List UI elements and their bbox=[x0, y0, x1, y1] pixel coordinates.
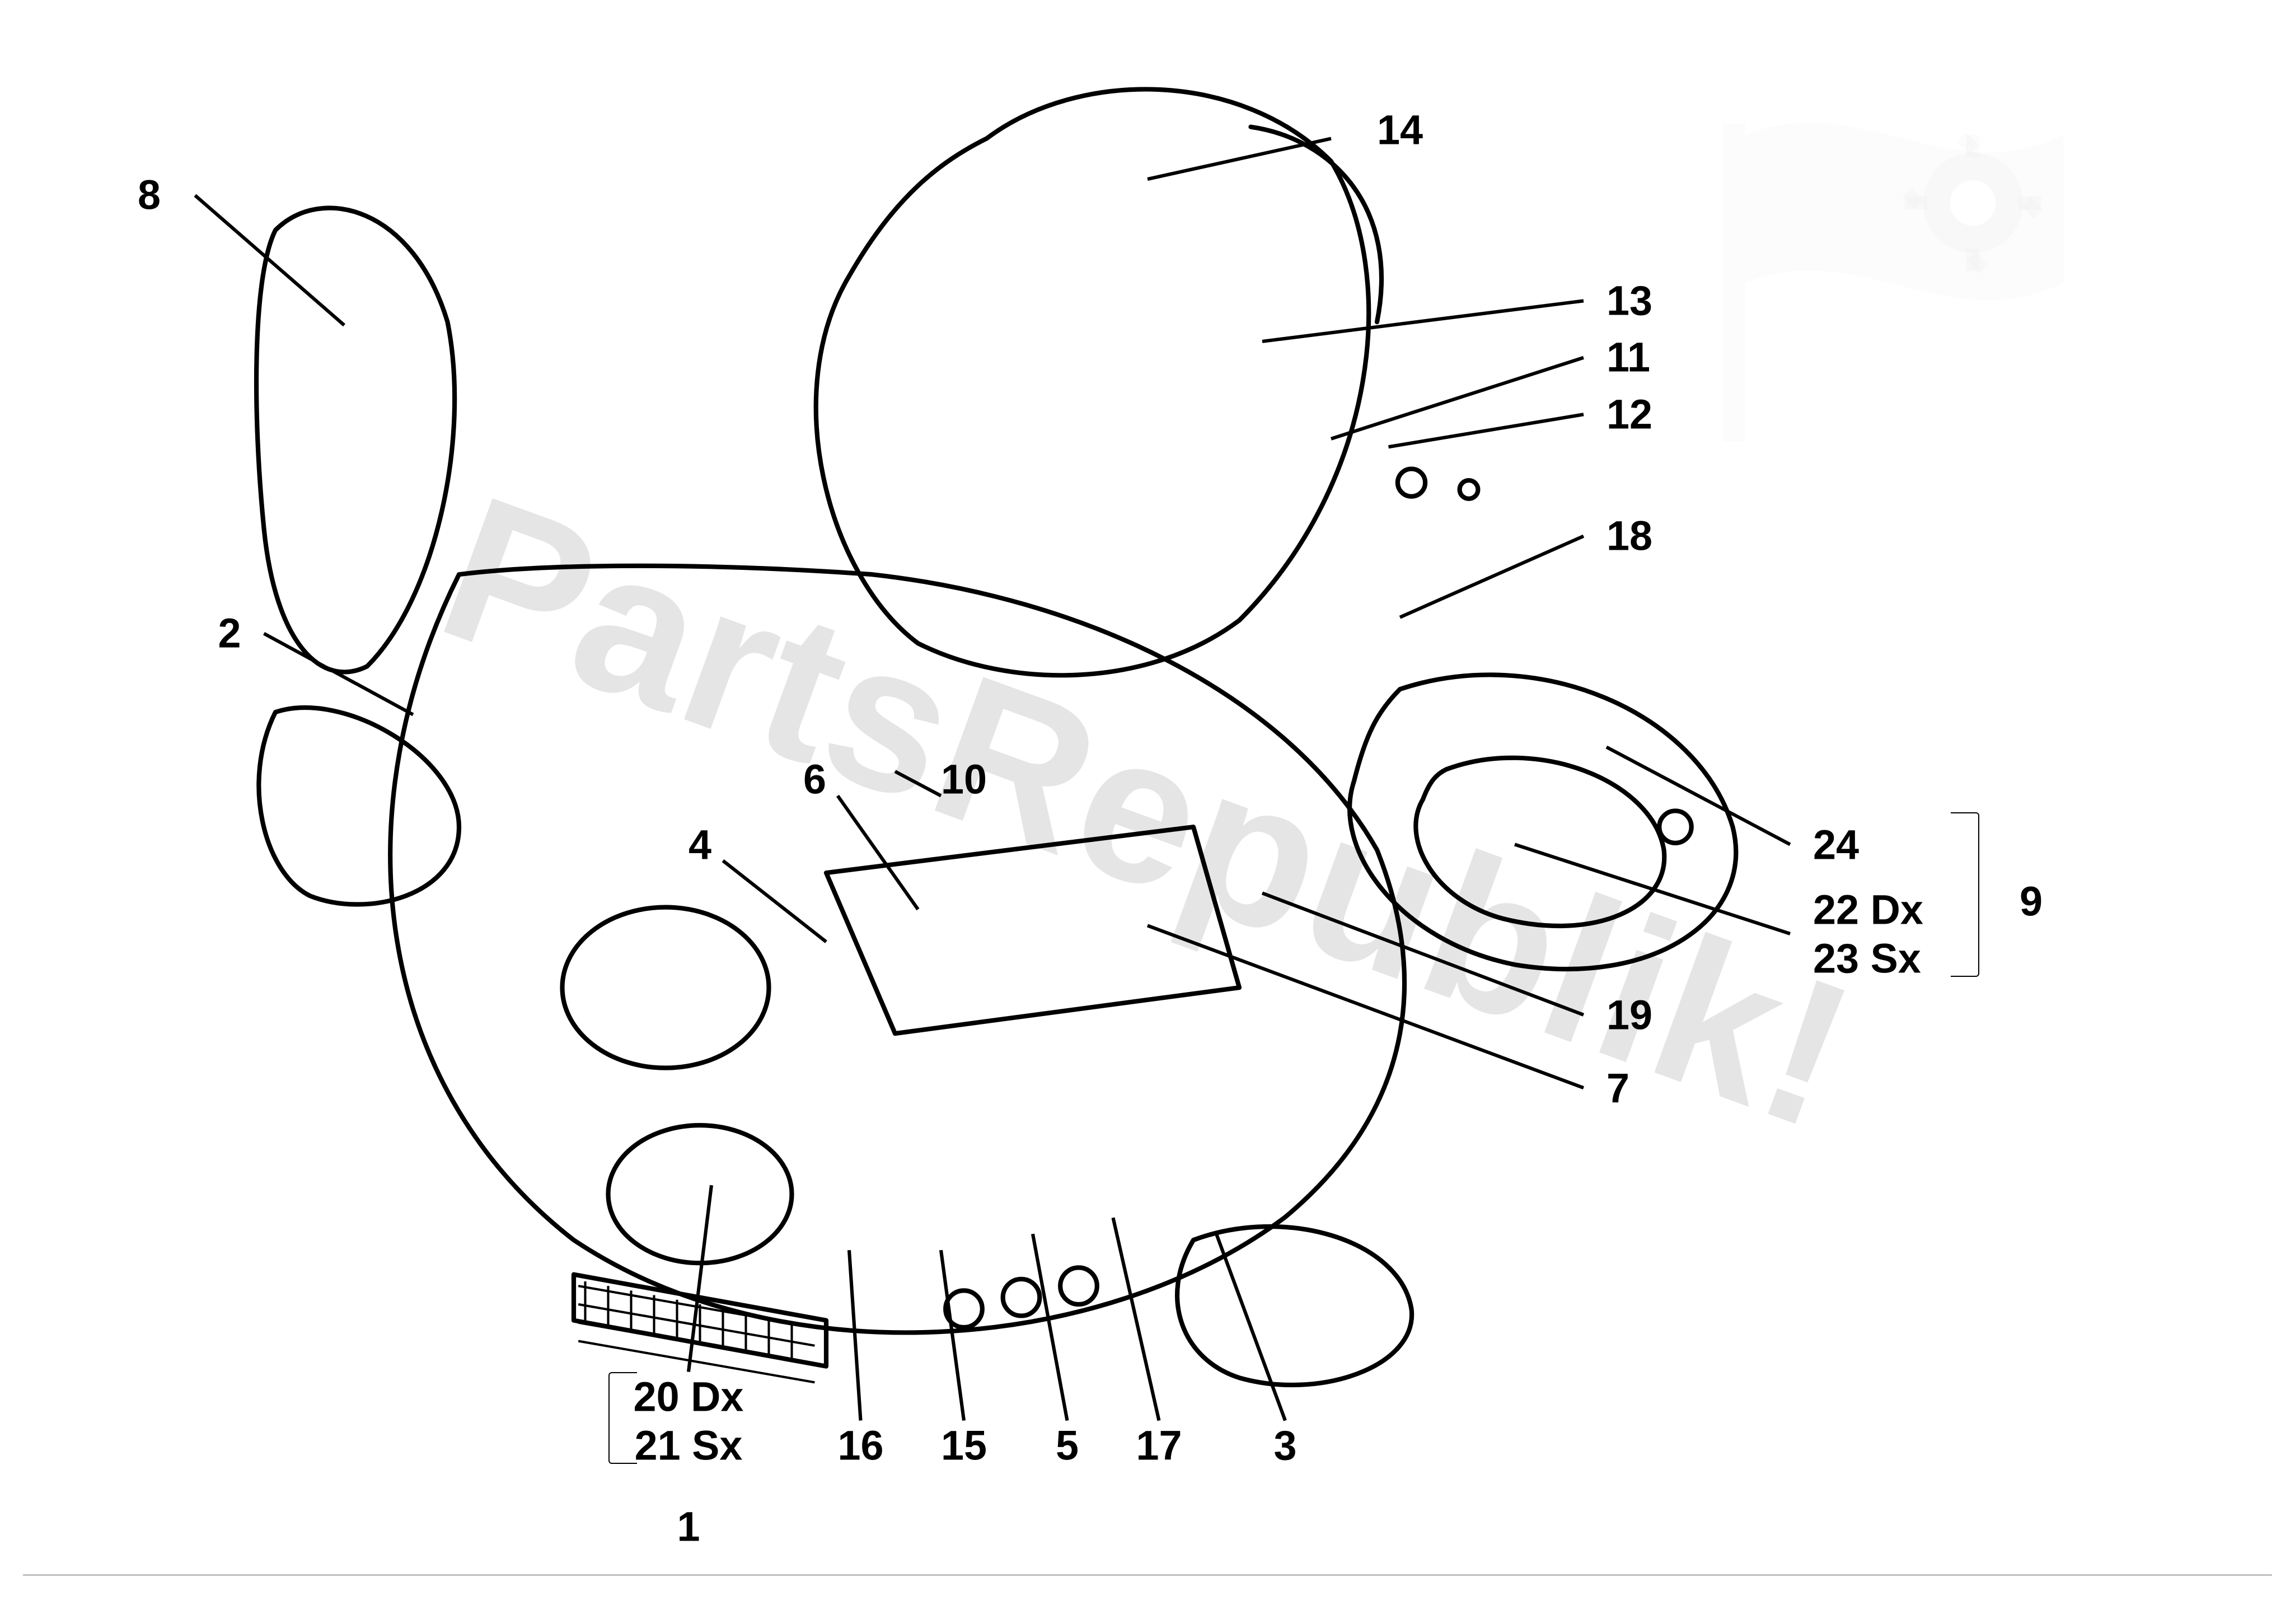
callout-7: 7 bbox=[1607, 1064, 1629, 1112]
callout-6: 6 bbox=[803, 756, 826, 803]
callout-20-dx: 20 Dx bbox=[634, 1373, 744, 1420]
callout-13: 13 bbox=[1607, 277, 1652, 324]
leader-line bbox=[1148, 139, 1331, 179]
leader-line bbox=[1262, 893, 1584, 1014]
callout-23-sx: 23 Sx bbox=[1813, 934, 1921, 982]
leader-line bbox=[1515, 844, 1790, 933]
callout-2: 2 bbox=[218, 610, 241, 657]
callout-12: 12 bbox=[1607, 390, 1652, 438]
callout-19: 19 bbox=[1607, 991, 1652, 1039]
callout-15: 15 bbox=[941, 1421, 987, 1469]
callout-22-dx: 22 Dx bbox=[1813, 886, 1923, 933]
callout-5: 5 bbox=[1056, 1421, 1079, 1469]
leader-line bbox=[195, 195, 345, 325]
part-inner-bracket bbox=[826, 827, 1239, 1033]
diagram-stage: 8214131112182422 Dx23 Sx9197610420 Dx21 … bbox=[0, 0, 2295, 1624]
part-lower-left-deflector bbox=[259, 708, 459, 904]
leader-line bbox=[1033, 1234, 1067, 1420]
leader-line bbox=[941, 1250, 964, 1420]
callout-18: 18 bbox=[1607, 512, 1652, 560]
callout-21-sx: 21 Sx bbox=[635, 1421, 743, 1469]
leader-line bbox=[1113, 1218, 1159, 1420]
leader-line bbox=[895, 771, 941, 795]
leader-line bbox=[838, 796, 919, 910]
callout-11: 11 bbox=[1607, 334, 1650, 381]
leader-line bbox=[1148, 925, 1584, 1088]
callout-16: 16 bbox=[837, 1421, 883, 1469]
callout-10: 10 bbox=[941, 756, 987, 803]
leader-line bbox=[1400, 536, 1584, 617]
part-fasteners bbox=[945, 469, 1692, 1327]
callout-14: 14 bbox=[1377, 106, 1423, 154]
callout-9: 9 bbox=[2020, 878, 2043, 925]
part-mirror-pod bbox=[1350, 675, 1736, 969]
leader-line bbox=[1389, 414, 1584, 447]
leader-line bbox=[849, 1250, 861, 1420]
leader-line bbox=[264, 634, 414, 715]
leader-line bbox=[1262, 301, 1584, 341]
callout-3: 3 bbox=[1273, 1421, 1296, 1469]
part-screen-trim bbox=[1251, 127, 1381, 322]
callout-1: 1 bbox=[677, 1503, 700, 1550]
leader-line bbox=[1216, 1234, 1285, 1420]
part-side-panel-right bbox=[1177, 1227, 1412, 1385]
part-windscreen bbox=[816, 89, 1369, 675]
callout-8: 8 bbox=[138, 171, 161, 219]
leader-line bbox=[1331, 358, 1584, 439]
callout-4: 4 bbox=[689, 821, 711, 868]
brace bbox=[1951, 812, 1979, 977]
brace bbox=[608, 1372, 637, 1464]
callout-17: 17 bbox=[1136, 1421, 1182, 1469]
callout-24: 24 bbox=[1813, 821, 1859, 868]
part-left-deflector bbox=[256, 208, 455, 672]
